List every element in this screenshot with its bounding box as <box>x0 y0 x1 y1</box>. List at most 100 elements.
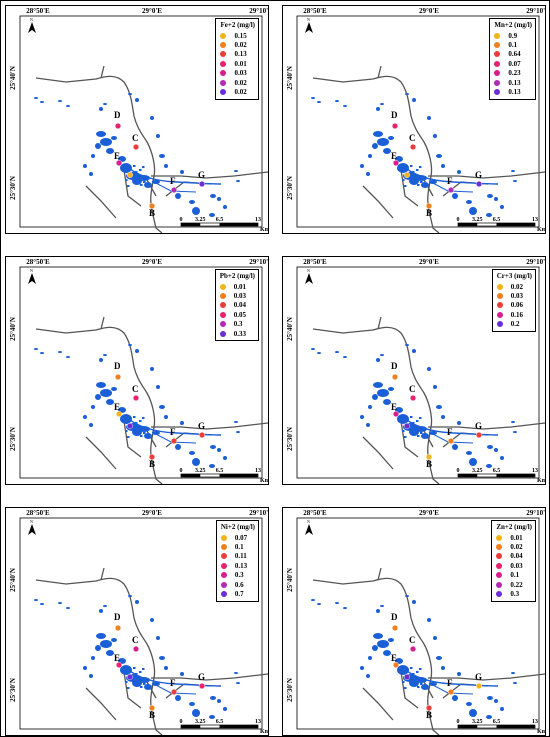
legend-swatch <box>220 70 227 77</box>
legend-swatch <box>219 302 226 309</box>
svg-text:N: N <box>30 519 33 524</box>
legend-swatch <box>496 572 503 579</box>
latitude-label: 25°40'N <box>286 66 294 90</box>
scale-tick-label: 13 <box>532 468 538 474</box>
latitude-label: 25°40'N <box>9 66 17 90</box>
site-label-b: B <box>149 710 155 720</box>
scale-tick-label: 6.5 <box>216 217 224 223</box>
scale-tick-label: 3.25 <box>195 719 206 725</box>
scale-bar: 0 3.25 6.5 13 Km <box>180 468 269 484</box>
scale-bar: 0 3.25 6.5 13 Km <box>457 217 546 233</box>
site-marker-g <box>198 682 205 689</box>
legend-swatch <box>219 293 226 300</box>
water-bodies <box>34 93 240 217</box>
water-bodies <box>311 344 517 468</box>
site-marker-a <box>403 673 410 680</box>
legend-value: 0.1 <box>510 571 520 580</box>
legend-item: 0.11 <box>220 552 255 561</box>
site-marker-a <box>126 171 133 178</box>
scale-unit: Km <box>260 227 268 233</box>
site-marker-a <box>403 422 410 429</box>
site-marker-g <box>475 682 482 689</box>
site-label-d: D <box>391 361 398 371</box>
scale-tick-label: 0 <box>180 719 183 725</box>
svg-text:N: N <box>30 17 33 22</box>
scale-tick-label: 13 <box>255 217 261 223</box>
legend-item: 0.1 <box>496 571 532 580</box>
legend-swatch <box>220 42 227 49</box>
scale-tick-label: 13 <box>532 719 538 725</box>
legend-value: 0.02 <box>234 78 247 87</box>
site-label-c: C <box>409 384 416 394</box>
legend-item: 0.02 <box>220 40 255 49</box>
longitude-label: 29°0'E <box>419 509 439 517</box>
legend-item: 0.1 <box>494 40 532 49</box>
legend-swatch <box>220 79 227 86</box>
longitude-label: 28°50'E <box>26 258 50 266</box>
site-label-e: E <box>114 653 120 663</box>
north-arrow-icon: N <box>28 519 36 535</box>
legend-swatch <box>496 544 503 551</box>
legend-swatch <box>494 42 501 49</box>
legend-item: 0.23 <box>494 69 532 78</box>
legend-swatch <box>219 330 226 337</box>
site-marker-c <box>132 645 139 652</box>
scale-unit: Km <box>537 478 545 484</box>
legend-value: 0.9 <box>508 31 518 40</box>
site-marker-g <box>198 180 205 187</box>
legend-swatch <box>496 581 503 588</box>
site-marker-e <box>392 661 399 668</box>
scale-tick-label: 6.5 <box>493 719 501 725</box>
site-marker-e <box>115 661 122 668</box>
scale-tick-label: 0 <box>457 217 460 223</box>
site-marker-c <box>132 394 139 401</box>
site-marker-c <box>409 143 416 150</box>
legend-swatch <box>496 293 503 300</box>
legend-value: 0.7 <box>234 590 244 599</box>
site-label-c: C <box>132 635 139 645</box>
scale-tick-label: 3.25 <box>472 468 483 474</box>
map-panel-cr: 28°50'E 29°0'E 29°10'E 25°40'N 25°30'N N B C D E F… <box>282 256 546 485</box>
latitude-label: 25°30'N <box>9 176 17 200</box>
legend-title: Fe+2 (mg/l) <box>220 21 255 29</box>
longitude-label: 29°10'E <box>526 7 545 15</box>
legend-item: 0.03 <box>219 291 255 300</box>
site-label-g: G <box>475 672 482 682</box>
legend-item: 0.04 <box>496 552 532 561</box>
legend-swatch <box>220 591 227 598</box>
legend-item: 0.6 <box>220 580 255 589</box>
site-marker-d <box>391 624 398 631</box>
legend-item: 0.3 <box>219 320 255 329</box>
legend-title: Zn+2 (mg/l) <box>496 523 532 531</box>
site-label-e: E <box>114 151 120 161</box>
legend-item: 0.04 <box>219 301 255 310</box>
map-panel-zn: 28°50'E 29°0'E 29°10'E 25°40'N 25°30'N N B C D E F… <box>282 507 546 736</box>
legend-item: 0.9 <box>494 31 532 40</box>
site-label-b: B <box>426 208 432 218</box>
scale-bar: 0 3.25 6.5 13 Km <box>457 719 546 735</box>
north-arrow-icon: N <box>305 268 313 284</box>
site-label-f: F <box>170 678 176 688</box>
longitude-label: 29°10'E <box>526 258 545 266</box>
legend-value: 0.07 <box>234 533 248 542</box>
scale-tick-label: 6.5 <box>493 217 501 223</box>
legend-value: 0.04 <box>510 552 523 561</box>
scale-tick-label: 0 <box>180 468 183 474</box>
scale-tick-label: 3.25 <box>472 217 483 223</box>
svg-text:N: N <box>30 268 33 273</box>
map-panel-mn: 28°50'E 29°0'E 29°10'E 25°40'N 25°30'N N B C D E F… <box>282 5 546 234</box>
site-marker-b <box>148 453 155 460</box>
legend-value: 0.2 <box>510 320 520 329</box>
site-marker-f <box>447 688 454 695</box>
site-marker-b <box>148 202 155 209</box>
map-frame <box>296 15 540 228</box>
legend-value: 0.13 <box>508 88 521 97</box>
site-marker-c <box>409 645 416 652</box>
legend-item: 0.13 <box>494 78 532 87</box>
legend-value: 0.02 <box>510 543 523 552</box>
scale-tick-label: 3.25 <box>472 719 483 725</box>
longitude-label: 29°0'E <box>142 509 162 517</box>
legend-swatch <box>496 553 503 560</box>
legend-fe: Fe+2 (mg/l) 0.15 0.02 0.13 0.01 0.03 0.02 0.02 <box>215 18 259 100</box>
site-marker-d <box>114 122 121 129</box>
